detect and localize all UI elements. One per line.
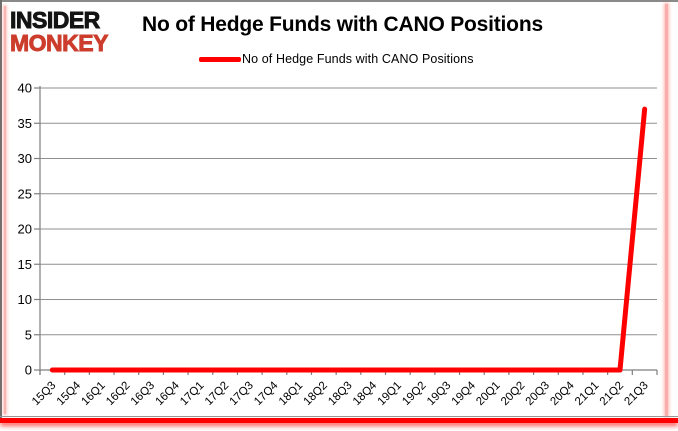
x-tick-label: 18Q2 [302, 380, 330, 408]
frame-border-left [0, 0, 2, 418]
y-tick-label: 30 [18, 151, 32, 166]
frame-glow-left [4, 6, 6, 414]
legend-label: No of Hedge Funds with CANO Positions [242, 52, 474, 66]
chart-title: No of Hedge Funds with CANO Positions [142, 13, 543, 36]
x-tick-label: 19Q3 [425, 380, 453, 408]
series-line [49, 106, 648, 373]
y-tick-label: 5 [25, 327, 32, 342]
logo-word-insider: INSIDER [10, 7, 101, 33]
x-tick-label: 20Q3 [524, 380, 552, 408]
frame-rule-bottom [0, 416, 678, 417]
x-tick-label: 20Q4 [548, 379, 577, 408]
x-tick-label: 15Q3 [30, 380, 58, 408]
x-tick-label: 18Q3 [326, 380, 354, 408]
y-tick-label: 25 [18, 186, 32, 201]
x-tick-label: 17Q2 [203, 380, 231, 408]
x-tick-label: 20Q2 [499, 380, 527, 408]
legend: No of Hedge Funds with CANO Positions [199, 52, 474, 66]
x-tick-label: 17Q1 [178, 380, 206, 408]
y-tick-label: 20 [18, 222, 32, 237]
logo-word-monkey: MONKEY [10, 29, 109, 56]
x-tick-label: 16Q2 [104, 380, 132, 408]
frame-red-bar-bottom [0, 418, 678, 423]
x-tick-label: 17Q4 [252, 379, 281, 408]
y-tick-label: 15 [18, 257, 32, 272]
x-tick-label: 18Q4 [351, 379, 380, 408]
x-tick-label: 18Q1 [277, 380, 305, 408]
x-tick-label: 16Q4 [153, 379, 182, 408]
x-tick-label: 21Q3 [622, 380, 650, 408]
y-tick-label: 10 [18, 292, 32, 307]
x-tick-label: 19Q2 [400, 380, 428, 408]
frame-border-top [0, 0, 678, 2]
x-tick-label: 16Q3 [129, 380, 157, 408]
x-tick-label: 17Q3 [228, 380, 256, 408]
y-tick-label: 40 [18, 81, 32, 96]
frame-glow-right [665, 4, 668, 416]
x-tick-label: 21Q1 [573, 380, 601, 408]
x-tick-label: 19Q1 [376, 380, 404, 408]
x-tick-label: 21Q2 [598, 380, 626, 408]
y-tick-label: 35 [18, 116, 32, 131]
x-tick-label: 16Q1 [79, 380, 107, 408]
y-tick-label: 0 [25, 363, 32, 378]
insider-monkey-logo: INSIDER MONKEY [10, 7, 109, 56]
x-tick-label: 20Q1 [474, 380, 502, 408]
legend-line-marker [199, 56, 241, 62]
x-tick-label: 19Q4 [450, 379, 479, 408]
x-tick-label: 15Q4 [55, 379, 84, 408]
